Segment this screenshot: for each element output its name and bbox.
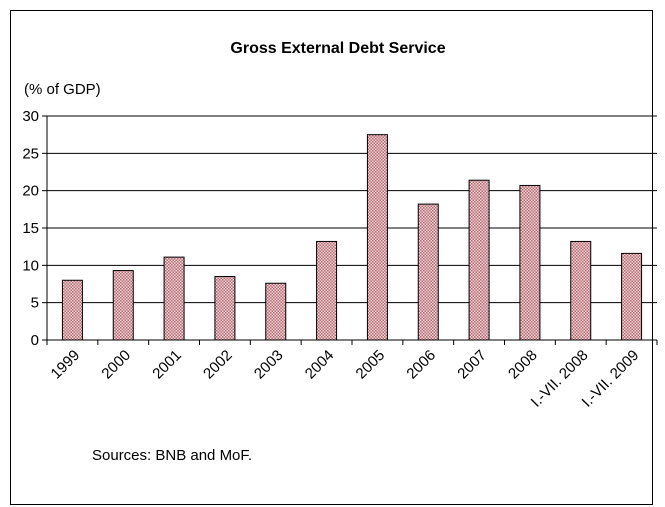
x-tick-label: 2007 — [454, 347, 490, 383]
source-note: Sources: BNB and MoF. — [92, 447, 252, 464]
y-tick-label: 10 — [22, 257, 39, 274]
x-tick-label: 2008 — [505, 347, 541, 383]
bar — [621, 252, 643, 341]
bar — [61, 279, 83, 341]
bar — [265, 282, 287, 341]
x-tick-label: 2006 — [403, 347, 439, 383]
x-tick-label: 1999 — [48, 347, 84, 383]
y-tick-label: 25 — [22, 145, 39, 162]
bar — [417, 203, 439, 341]
y-tick-label: 0 — [31, 332, 39, 349]
bar — [163, 256, 185, 341]
x-tick-label: 2004 — [302, 347, 338, 383]
x-tick-label: 2000 — [98, 347, 134, 383]
bar — [468, 179, 490, 341]
y-axis-label: (% of GDP) — [24, 81, 101, 98]
x-tick-label: 2005 — [353, 347, 389, 383]
bar — [570, 240, 592, 341]
bar — [316, 240, 338, 341]
bar — [112, 270, 134, 341]
bar — [366, 134, 388, 341]
y-tick-label: 20 — [22, 183, 39, 200]
x-tick-label: 2003 — [251, 347, 287, 383]
y-tick-label: 30 — [22, 108, 39, 125]
chart-title: Gross External Debt Service — [230, 40, 445, 57]
bar — [214, 276, 236, 341]
y-tick-label: 15 — [22, 220, 39, 237]
y-tick-label: 5 — [31, 295, 39, 312]
x-tick-label: 2002 — [200, 347, 236, 383]
x-tick-label: 2001 — [149, 347, 185, 383]
bar — [519, 184, 541, 341]
